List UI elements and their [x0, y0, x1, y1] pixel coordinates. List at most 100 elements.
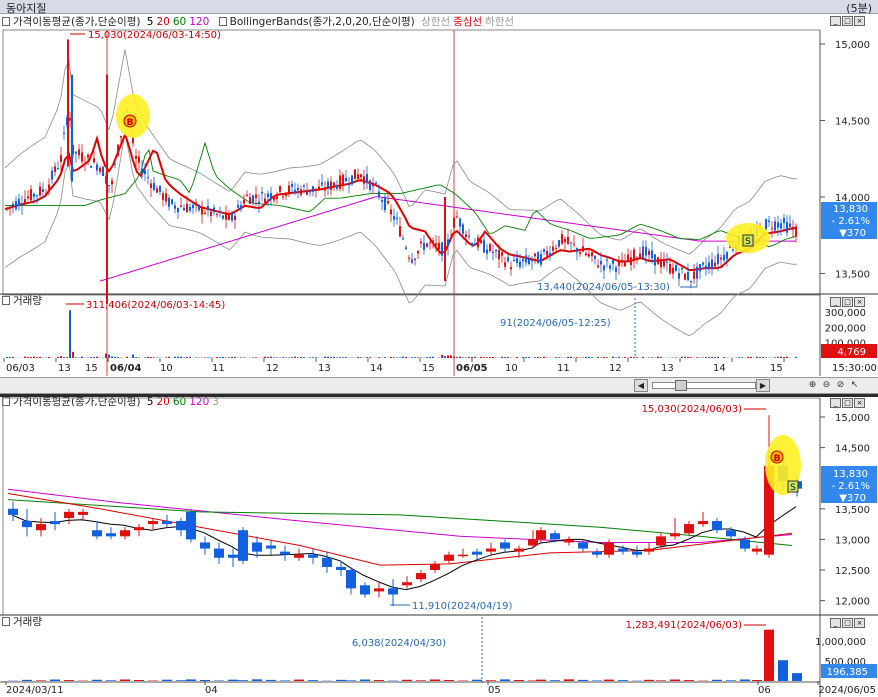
volume-bar [234, 356, 236, 358]
volume-bar [267, 356, 269, 358]
volume-bar [429, 356, 431, 358]
daily-candle-body [528, 539, 538, 546]
candle-body [243, 199, 245, 204]
daily-volume-bar [106, 680, 116, 681]
volume-bar [492, 356, 494, 358]
zoom-out-icon[interactable]: ⊖ [822, 380, 831, 390]
candle-body [435, 243, 437, 246]
daily-candle-body [644, 548, 654, 552]
daily-ma-legend-label: 가격이동평균(종가,단순이평) [13, 396, 141, 408]
volume-bar [585, 356, 587, 358]
candle-body [555, 247, 557, 249]
candle-body [186, 203, 188, 213]
minimize-pane-button[interactable]: _ [830, 16, 841, 26]
daily-volume-toggle-checkbox[interactable] [2, 617, 10, 626]
daily-volume-bar [120, 679, 130, 681]
daily-high-note: 15,030(2024/06/03) [642, 404, 743, 415]
volume-bar [681, 356, 683, 358]
fit-view-icon[interactable]: ⊘ [836, 380, 845, 390]
minimize-volume-pane-button[interactable]: _ [830, 297, 841, 307]
close-volume-pane-button[interactable]: × [854, 297, 865, 307]
volume-bar [558, 357, 560, 358]
candle-body [249, 197, 251, 204]
x-axis-label: 15 [422, 363, 435, 374]
x-axis-label: 11 [212, 363, 225, 374]
candle-body [255, 194, 257, 198]
volume-toggle-checkbox[interactable] [2, 296, 10, 305]
candle-body [534, 253, 536, 257]
price-axis-label: 15,000 [835, 40, 870, 51]
daily-ma120-line [7, 488, 793, 543]
maximize-daily-volume-button[interactable]: □ [842, 618, 853, 628]
zoom-track[interactable] [652, 382, 756, 389]
volume-bar [111, 356, 113, 358]
close-daily-pane-button[interactable]: × [854, 398, 865, 408]
volume-bar [144, 357, 146, 358]
scroll-right-button[interactable]: ▶ [756, 379, 770, 392]
maximize-pane-button[interactable]: □ [842, 16, 853, 26]
daily-ma20-line [7, 493, 793, 566]
bb-toggle-checkbox[interactable] [218, 17, 227, 26]
candle-body [177, 208, 179, 213]
candle-body [315, 188, 317, 191]
volume-bar [345, 357, 347, 358]
volume-axis-label: 300,000 [825, 308, 866, 319]
period-label[interactable]: (5분) [846, 2, 872, 15]
intraday-price-chart[interactable]: 15,000 14,500 14,000 13,500 B S 15,030(2024/06… [0, 28, 878, 378]
daily-candle-body [444, 554, 454, 561]
candle-body [393, 216, 395, 220]
daily-candle-body [186, 511, 196, 540]
cursor-icon[interactable]: ↖ [850, 380, 859, 390]
daily-volume-bar [472, 679, 482, 681]
chart-scrollbar[interactable]: ◀ ▶ ⊕ ⊖ ⊘ ↖ [0, 377, 878, 394]
scroll-left-button[interactable]: ◀ [634, 379, 648, 392]
candle-body [231, 213, 233, 221]
volume-bar [360, 357, 362, 358]
maximize-daily-pane-button[interactable]: □ [842, 398, 853, 408]
daily-price-chart[interactable]: 15,000 14,500 13,500 13,000 12,500 12,000 B S 15… [0, 397, 878, 697]
volume-bar [27, 357, 29, 358]
volume-bar [255, 357, 257, 358]
volume-bar [69, 310, 71, 358]
zoom-thumb[interactable] [675, 380, 687, 391]
volume-bar [81, 356, 83, 358]
minimize-daily-pane-button[interactable]: _ [830, 398, 841, 408]
volume-bar [186, 357, 188, 358]
candle-body [135, 155, 137, 159]
volume-bar [414, 357, 416, 358]
ma-toggle-checkbox[interactable] [2, 17, 10, 26]
daily-candle-body [308, 554, 318, 558]
minimize-daily-volume-button[interactable]: _ [830, 618, 841, 628]
current-change: ▼370 [839, 228, 866, 239]
daily-volume-bar [712, 679, 722, 681]
daily-candle-body [374, 588, 384, 592]
candle-body [27, 196, 29, 199]
maximize-volume-pane-button[interactable]: □ [842, 297, 853, 307]
candle-body [765, 219, 767, 230]
candle-body [525, 255, 527, 263]
daily-ma5-line [11, 506, 797, 591]
volume-bar [741, 357, 743, 358]
daily-candle-body [430, 563, 440, 570]
volume-bar [504, 357, 506, 358]
candle-body [447, 239, 449, 247]
daily-volume-bar [92, 679, 102, 681]
candle-body [207, 205, 209, 211]
volume-bar [366, 357, 368, 358]
candle-body [366, 173, 368, 183]
daily-volume-bar [740, 679, 750, 681]
x-axis-label: 11 [557, 363, 570, 374]
daily-candle-body [458, 554, 468, 557]
candle-body [156, 188, 158, 193]
close-pane-button[interactable]: × [854, 16, 865, 26]
volume-bar [324, 356, 326, 358]
candle-body [648, 250, 650, 255]
close-daily-volume-button[interactable]: × [854, 618, 865, 628]
candle-body [423, 243, 425, 250]
daily-current-change-pct: - 2.61% [831, 481, 870, 492]
daily-volume-bar [778, 660, 788, 681]
volume-bar [390, 356, 392, 358]
zoom-in-icon[interactable]: ⊕ [808, 380, 817, 390]
volume-bar [243, 357, 245, 358]
volume-bar [570, 356, 572, 358]
